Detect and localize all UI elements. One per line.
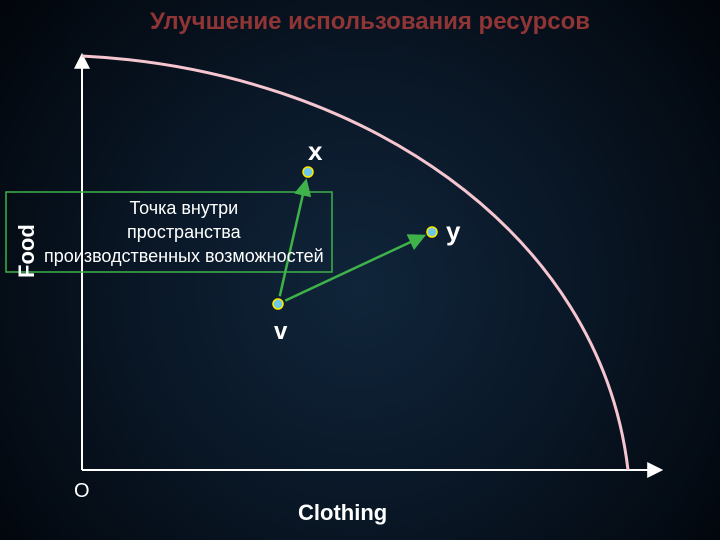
x-axis-label: Clothing (298, 500, 387, 526)
ppf-annotation-text: Точка внутри пространства производственн… (44, 196, 324, 268)
chart-svg (0, 0, 720, 540)
slide-title: Улучшение использования ресурсов (90, 8, 650, 36)
point-y (427, 227, 437, 237)
point-x-label: x (308, 136, 322, 167)
point-x (303, 167, 313, 177)
point-y-label: y (446, 216, 460, 247)
slide: Улучшение использования ресурсов Точка в… (0, 0, 720, 540)
point-v-label: v (274, 318, 287, 346)
origin-label: O (74, 480, 90, 503)
point-v (273, 299, 283, 309)
y-axis-label: Food (14, 224, 40, 278)
